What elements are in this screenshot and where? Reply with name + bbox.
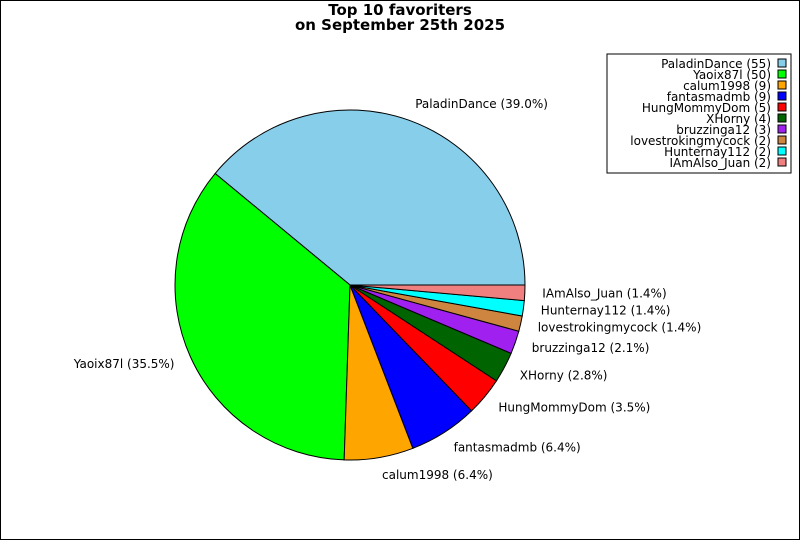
legend-label-lovestrokingmycock: lovestrokingmycock (2) <box>630 134 771 148</box>
legend-label-fantasmadmb: fantasmadmb (9) <box>667 90 771 104</box>
legend-swatch-lovestrokingmycock <box>777 135 787 145</box>
legend-label-xhorny: XHorny (4) <box>706 112 771 126</box>
legend-swatch-yaoix87l <box>777 69 787 79</box>
legend-swatch-iamalso-juan <box>777 157 787 167</box>
slice-label-calum1998: calum1998 (6.4%) <box>382 468 493 482</box>
slice-label-paladindance: PaladinDance (39.0%) <box>415 97 548 111</box>
legend-label-calum1998: calum1998 (9) <box>683 79 771 93</box>
legend-swatch-hungmommydom <box>777 102 787 112</box>
chart-title-line-1: Top 10 favoriters <box>328 1 472 19</box>
legend-label-yaoix87l: Yaoix87l (50) <box>692 68 771 82</box>
slice-label-xhorny: XHorny (2.8%) <box>520 369 608 383</box>
legend-box <box>606 53 792 174</box>
slice-label-iamalso-juan: IAmAlso_Juan (1.4%) <box>542 287 666 301</box>
legend-swatch-hunternay112 <box>777 146 787 156</box>
legend-label-paladindance: PaladinDance (55) <box>661 57 771 71</box>
pie-slice-iamalso-juan <box>349 284 526 302</box>
legend-swatch-bruzzinga12 <box>777 124 787 134</box>
slice-label-bruzzinga12: bruzzinga12 (2.1%) <box>532 341 650 355</box>
legend-swatch-xhorny <box>777 113 787 123</box>
legend-swatch-fantasmadmb <box>777 91 787 101</box>
slice-label-lovestrokingmycock: lovestrokingmycock (1.4%) <box>538 321 702 335</box>
chart-title-line-2: on September 25th 2025 <box>295 16 505 34</box>
slice-label-hungmommydom: HungMommyDom (3.5%) <box>498 401 650 415</box>
legend-label-iamalso-juan: IAmAlso_Juan (2) <box>670 156 772 170</box>
pie-labels: PaladinDance (39.0%) Yaoix87l (35.5%) calu… <box>73 97 701 482</box>
pie-slices <box>174 109 526 461</box>
legend: PaladinDance (55)Yaoix87l (50)calum1998 … <box>606 53 792 174</box>
legend-swatch-paladindance <box>777 58 787 68</box>
legend-swatch-calum1998 <box>777 80 787 90</box>
slice-label-yaoix87l: Yaoix87l (35.5%) <box>73 357 175 371</box>
pie-slice-yaoix87l <box>174 172 351 461</box>
pie-slice-paladindance <box>214 109 526 286</box>
legend-label-bruzzinga12: bruzzinga12 (3) <box>676 123 771 137</box>
legend-label-hunternay112: Hunternay112 (2) <box>664 145 771 159</box>
slice-label-fantasmadmb: fantasmadmb (6.4%) <box>454 440 581 454</box>
slice-label-hunternay112: Hunternay112 (1.4%) <box>541 304 671 318</box>
legend-label-hungmommydom: HungMommyDom (5) <box>642 101 771 115</box>
